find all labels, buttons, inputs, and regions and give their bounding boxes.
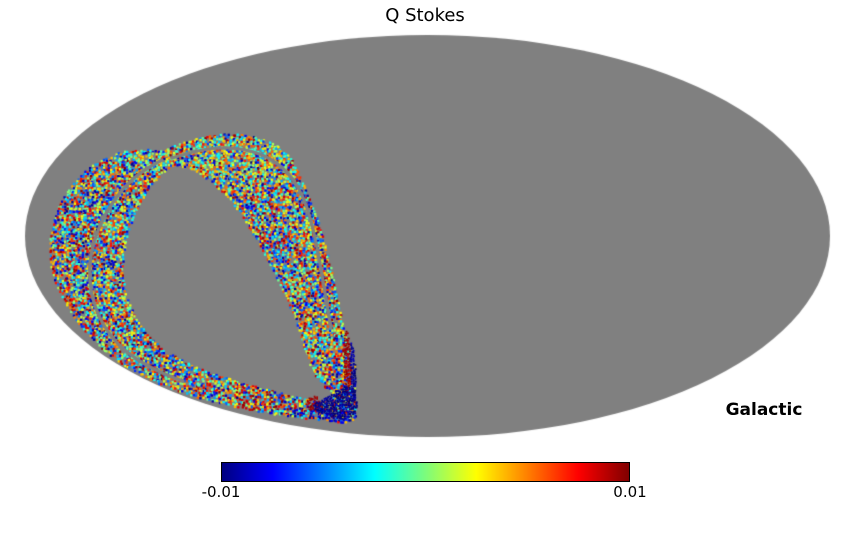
colorbar-gradient	[221, 462, 630, 482]
map-title: Q Stokes	[385, 5, 465, 26]
mollweide-sky-map-canvas	[0, 0, 850, 450]
coordinate-system-label: Galactic	[725, 400, 803, 420]
colorbar-min-label: -0.01	[201, 483, 241, 501]
colorbar-max-label: 0.01	[613, 483, 647, 501]
